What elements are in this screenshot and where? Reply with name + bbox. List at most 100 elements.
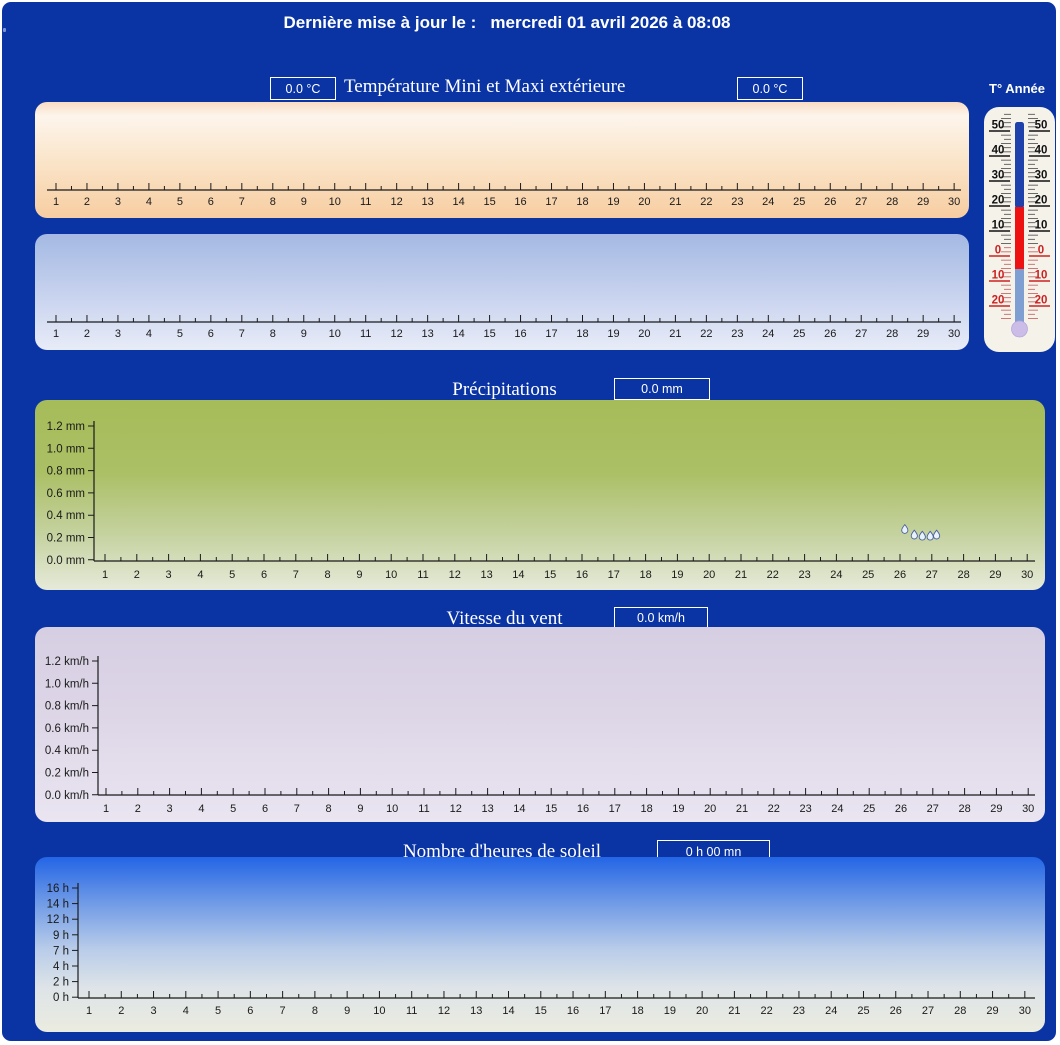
y-tick-label: 0.8 mm: [47, 466, 85, 478]
x-tick-label: 1: [103, 803, 109, 815]
x-tick-label: 19: [664, 1005, 676, 1017]
x-tick-label: 12: [391, 196, 403, 208]
temperature-section-title: Température Mini et Maxi extérieure: [344, 76, 626, 97]
y-tick-label: 1.0 mm: [47, 443, 85, 455]
x-tick-label: 10: [329, 196, 341, 208]
x-tick-label: 12: [449, 569, 461, 581]
y-tick-label: 12 h: [47, 914, 69, 926]
x-tick-label: 24: [825, 1005, 837, 1017]
x-tick-label: 11: [417, 569, 428, 581]
x-tick-label: 13: [422, 328, 434, 340]
x-tick-label: 18: [631, 1005, 643, 1017]
y-tick-label: 7 h: [53, 945, 69, 957]
x-tick-label: 3: [115, 196, 121, 208]
y-tick-label: 0.4 mm: [47, 510, 85, 522]
x-tick-label: 22: [700, 328, 712, 340]
precipitation-plot: 1.2 mm 1.0 mm 0.8 mm 0.6 mm 0.4 mm 0.2 mm 0.0 …: [47, 421, 1035, 581]
y-tick-label: 1.2 mm: [47, 421, 85, 433]
x-tick-label: 5: [177, 328, 183, 340]
precipitation-section-title: Précipitations: [452, 379, 557, 400]
temp-right-value-box: 0.0 °C: [737, 77, 803, 100]
x-tick-label: 9: [344, 1005, 350, 1017]
rain-drop-icon: [933, 529, 941, 540]
y-tick-label: 0 h: [53, 992, 69, 1004]
x-tick-label: 17: [608, 569, 620, 581]
x-tick-label: 4: [183, 1005, 189, 1017]
x-tick-label: 9: [301, 196, 307, 208]
x-tick-label: 22: [768, 803, 780, 815]
precipitation-value-box: 0.0 mm: [614, 378, 710, 400]
y-tick-label: 0.6 mm: [47, 488, 85, 500]
x-tick-label: 11: [418, 803, 429, 815]
x-tick-label: 8: [270, 328, 276, 340]
y-tick-label: 0.8 km/h: [45, 701, 89, 713]
x-tick-label: 16: [514, 196, 526, 208]
x-tick-label: 7: [294, 803, 300, 815]
x-tick-label: 16: [576, 569, 588, 581]
x-tick-label: 25: [857, 1005, 869, 1017]
x-tick-label: 6: [262, 803, 268, 815]
x-tick-label: 29: [989, 569, 1001, 581]
thermo-tube-middle: [1015, 207, 1024, 270]
y-tick-label: 0.4 km/h: [45, 745, 89, 757]
y-tick-label: 0.2 km/h: [45, 768, 89, 780]
x-tick-label: 28: [886, 196, 898, 208]
x-tick-label: 26: [895, 803, 907, 815]
x-tick-label: 3: [150, 1005, 156, 1017]
thermo-scale-label: 10: [992, 270, 1005, 282]
x-tick-label: 13: [422, 196, 434, 208]
x-tick-label: 3: [115, 328, 121, 340]
x-tick-label: 23: [799, 803, 811, 815]
thermo-tube-top: [1015, 122, 1024, 208]
rain-drop-icon: [926, 530, 934, 541]
y-tick-label: 1.2 km/h: [45, 656, 89, 668]
stray-pixel-artifact: [3, 28, 6, 32]
x-tick-label: 12: [450, 803, 462, 815]
thermo-scale-label: 0: [995, 245, 1001, 257]
x-tick-label: 26: [824, 328, 836, 340]
x-tick-label: 18: [639, 569, 651, 581]
thermo-scale-label: 30: [992, 170, 1005, 182]
x-tick-label: 5: [229, 569, 235, 581]
y-tick-label: 0.2 mm: [47, 533, 85, 545]
x-tick-label: 7: [239, 196, 245, 208]
x-tick-label: 26: [894, 569, 906, 581]
x-tick-label: 11: [406, 1005, 417, 1017]
sun-section-title: Nombre d'heures de soleil: [402, 841, 602, 862]
sun-value-box: 0 h 00 mn: [657, 840, 770, 863]
thermometer-plot: 50 50 40 40 30 30 20 20 10 10 0 0 10 10 20 20: [989, 113, 1050, 338]
x-tick-label: 23: [798, 569, 810, 581]
thermo-bulb: [1011, 320, 1028, 338]
x-tick-label: 14: [502, 1005, 514, 1017]
precipitation-chart: 1.2 mm 1.0 mm 0.8 mm 0.6 mm 0.4 mm 0.2 mm 0.0 …: [35, 400, 1045, 590]
thermo-scale-label: 50: [1035, 120, 1048, 132]
x-tick-label: 25: [863, 803, 875, 815]
y-tick-label: 4 h: [53, 961, 69, 973]
x-tick-label: 12: [391, 328, 403, 340]
x-tick-label: 10: [386, 803, 398, 815]
x-tick-label: 9: [357, 803, 363, 815]
x-tick-label: 20: [696, 1005, 708, 1017]
x-tick-label: 2: [135, 803, 141, 815]
x-tick-label: 10: [385, 569, 397, 581]
x-tick-label: 14: [452, 196, 464, 208]
x-tick-label: 24: [830, 569, 842, 581]
y-tick-label: 1.0 km/h: [45, 678, 89, 690]
x-tick-label: 20: [703, 569, 715, 581]
x-tick-label: 28: [886, 328, 898, 340]
x-tick-label: 24: [762, 328, 774, 340]
x-tick-label: 20: [638, 196, 650, 208]
x-tick-label: 6: [208, 328, 214, 340]
x-tick-label: 8: [325, 569, 331, 581]
x-tick-label: 20: [638, 328, 650, 340]
x-tick-label: 17: [599, 1005, 611, 1017]
x-tick-label: 5: [215, 1005, 221, 1017]
x-tick-label: 11: [360, 196, 371, 208]
x-tick-label: 10: [329, 328, 341, 340]
thermo-scale-label: 10: [992, 220, 1005, 232]
x-tick-label: 6: [247, 1005, 253, 1017]
x-tick-label: 6: [261, 569, 267, 581]
x-tick-label: 13: [480, 569, 492, 581]
thermo-scale-label: 20: [1035, 195, 1048, 207]
x-tick-label: 26: [824, 196, 836, 208]
